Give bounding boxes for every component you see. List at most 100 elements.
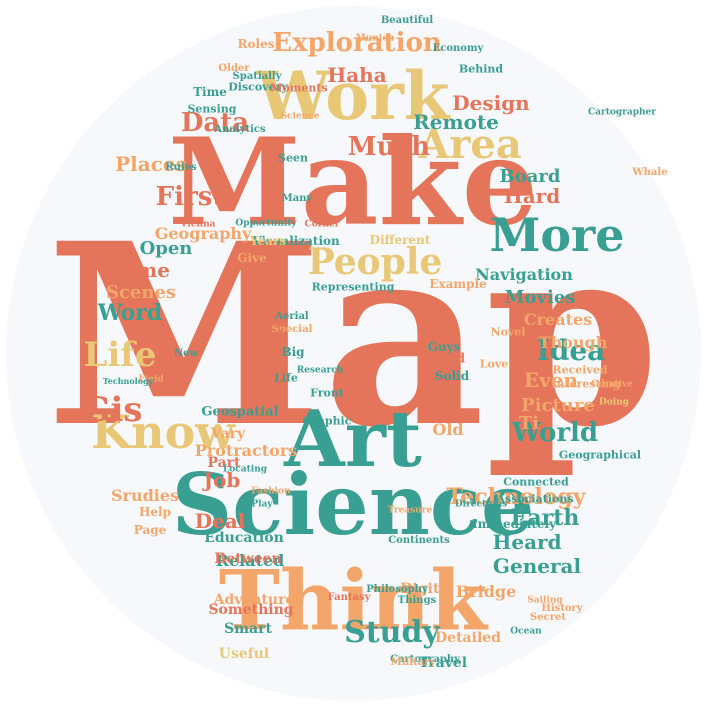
word-protractors: Protractors	[194, 441, 298, 460]
cloud-background	[6, 6, 701, 701]
word-doing: Doing	[598, 397, 630, 408]
word-time: Time	[193, 85, 227, 99]
word-smart: Smart	[224, 621, 272, 637]
word-many: Many	[281, 193, 313, 204]
word-game: Game	[106, 258, 170, 282]
word-military: Military	[390, 657, 436, 668]
word-think: Think	[218, 553, 488, 649]
word-sensing: Sensing	[187, 102, 237, 116]
word-something: Something	[208, 602, 294, 618]
word-page: Page	[133, 523, 167, 537]
word-big: Big	[281, 345, 305, 359]
word-opportunity: Opportunity	[235, 218, 297, 229]
word-picture: Picture	[521, 395, 595, 416]
word-science: Science	[280, 111, 320, 122]
word-first: First	[155, 182, 225, 212]
word-special: Special	[271, 324, 313, 335]
word-example: Example	[429, 277, 487, 291]
word-guys: Guys	[427, 340, 461, 354]
word-connected: Connected	[503, 475, 569, 489]
word-gis: Gis	[81, 390, 143, 430]
word-play: Play	[251, 499, 273, 510]
word-digital: Digital	[400, 581, 454, 597]
word-navigation: Navigation	[475, 265, 573, 284]
word-discovery: Discovery	[228, 80, 288, 94]
word-data: Data	[180, 108, 250, 138]
word-munich: Munich	[355, 33, 395, 44]
word-analytics: Analytics	[214, 124, 266, 135]
word-representing: Representing	[311, 280, 395, 294]
word-graphic: Graphic	[302, 414, 352, 428]
word-front: Front	[310, 386, 344, 400]
word-sailing: Sailing	[527, 595, 563, 606]
word-new: New	[173, 348, 199, 359]
word-places: Places	[115, 152, 187, 176]
word-love: Love	[479, 357, 509, 371]
word-work: Work	[256, 57, 450, 135]
word-life: Life	[274, 371, 298, 385]
word-interesting: Interesting	[551, 377, 621, 391]
word-know: Know	[91, 405, 235, 459]
word-associations: Associations	[496, 492, 574, 506]
word-technology: Technology	[102, 376, 154, 386]
word-remote: Remote	[413, 110, 499, 134]
word-general: General	[492, 554, 582, 578]
word-visualization: Visualization	[252, 234, 340, 248]
word-solid: Solid	[434, 369, 470, 383]
word-secret: Secret	[530, 612, 566, 623]
word-word: Word	[97, 300, 163, 326]
word-earth: Earth	[510, 505, 580, 531]
word-economy: Economy	[432, 43, 484, 54]
word-vary: Vary	[210, 426, 246, 442]
word-open: Open	[139, 238, 193, 259]
word-give: Give	[237, 251, 267, 265]
word-cartographer: Cartographer	[587, 107, 657, 118]
word-job: Job	[203, 468, 241, 492]
word-board: Board	[499, 166, 561, 187]
word-haha: Haha	[327, 63, 387, 87]
word-art: Art	[284, 394, 422, 485]
word-vienna: Vienna	[180, 219, 216, 230]
word-much: Much	[347, 132, 431, 162]
word-help: Help	[139, 505, 171, 519]
word-people: People	[307, 241, 443, 283]
word-ptsd: Ptsd	[432, 351, 466, 367]
word-beautiful: Beautiful	[380, 15, 434, 26]
word-study: Study	[344, 615, 440, 650]
word-aerial: Aerial	[275, 311, 309, 322]
word-fashion: Fashion	[251, 486, 291, 497]
word-part: Part	[207, 455, 241, 471]
word-area: Area	[418, 121, 522, 168]
word-fantasy: Fantasy	[327, 592, 371, 603]
word-directions: Directions	[454, 499, 508, 510]
word-ocean: Ocean	[510, 626, 542, 637]
word-travel: Travel	[418, 655, 468, 671]
word-seen: Seen	[278, 151, 308, 165]
word-older: Older	[218, 63, 250, 74]
word-behind: Behind	[458, 62, 504, 76]
word-things: Things	[397, 595, 437, 606]
word-whale: Whale	[632, 167, 668, 178]
word-between: Between	[214, 551, 282, 567]
word-novel: Novel	[490, 325, 526, 339]
word-science: Science	[171, 455, 535, 554]
word-detailed: Detailed	[435, 630, 501, 646]
word-design: Design	[452, 91, 530, 115]
word-srudies: Srudies	[110, 486, 180, 505]
word-geography: Geography	[154, 224, 252, 243]
word-treasure: Treasure	[387, 505, 433, 516]
word-life: Life	[83, 335, 157, 375]
word-corner: Corner	[304, 219, 340, 230]
word-make: Make	[167, 112, 539, 253]
word-spatially: Spatially	[232, 71, 282, 82]
word-old: Old	[432, 420, 464, 439]
word-immediately: Immediately	[471, 517, 557, 531]
word-scenes: Scenes	[105, 282, 177, 303]
word-geographical: Geographical	[558, 448, 642, 462]
word-deal: Deal	[194, 509, 246, 533]
word-field: Field	[138, 374, 164, 385]
word-creates: Creates	[523, 310, 593, 329]
word-history: History	[541, 603, 583, 614]
word-find: Find	[257, 330, 283, 341]
